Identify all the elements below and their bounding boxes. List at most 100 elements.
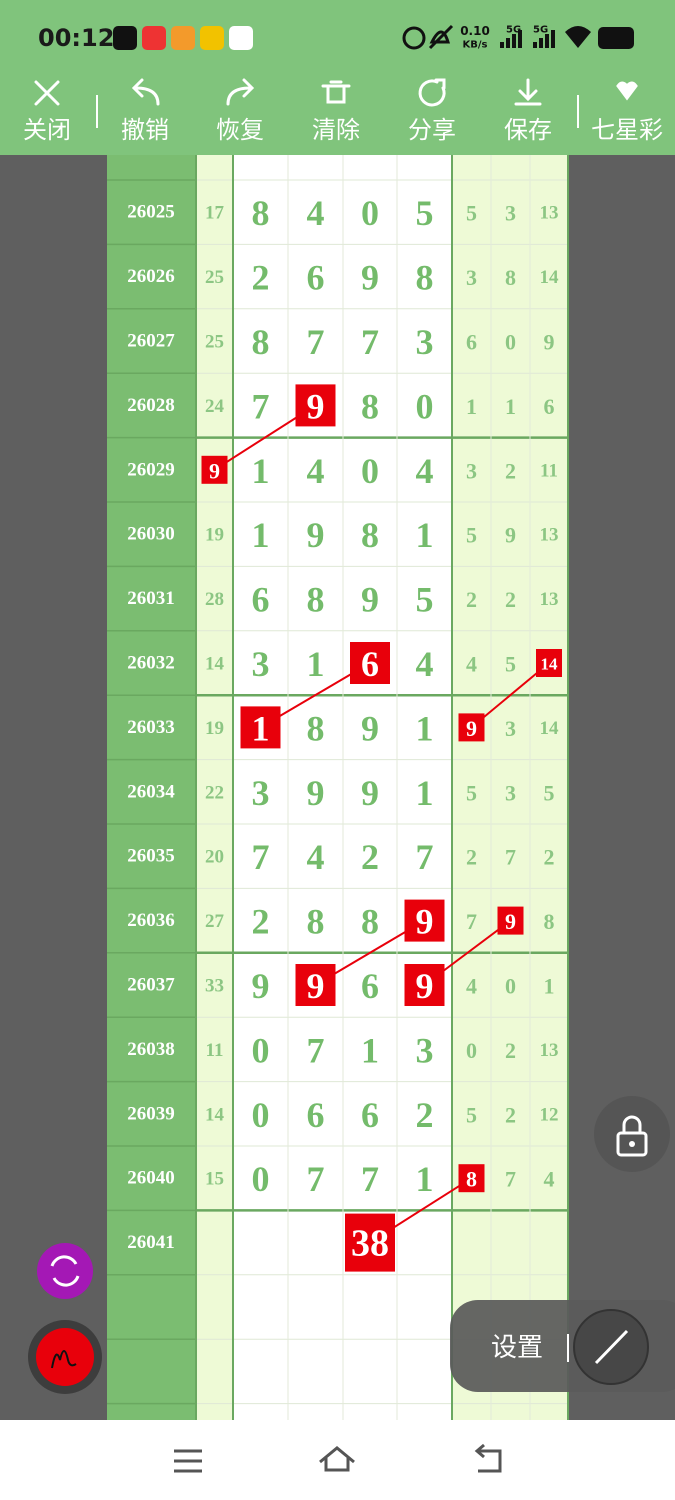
highlight-box	[497, 906, 524, 935]
settings-button[interactable]: 设置	[491, 1333, 543, 1363]
digit: 8	[307, 708, 325, 748]
period: 26039	[127, 1103, 175, 1124]
stat: 0	[505, 330, 516, 355]
digit: 7	[416, 837, 434, 877]
home-button[interactable]	[319, 1446, 355, 1472]
digit: 1	[252, 451, 270, 491]
stat: 25	[205, 332, 224, 353]
period: 26029	[127, 459, 175, 480]
stat: 25	[205, 267, 224, 288]
stat: 4	[466, 652, 477, 677]
nav-bar	[0, 1420, 675, 1500]
stat: 2	[505, 587, 516, 612]
digit: 0	[252, 1159, 270, 1199]
signal-bars	[533, 30, 555, 48]
stat: 9	[505, 523, 516, 548]
refresh-button[interactable]	[37, 1243, 93, 1299]
signal-label: 5G	[533, 25, 548, 36]
period: 26033	[127, 717, 175, 738]
pen-button[interactable]	[36, 1328, 94, 1386]
toolbar-button[interactable]: 恢复	[216, 116, 264, 144]
stat: 14	[205, 1104, 225, 1125]
stat: 14	[540, 718, 560, 739]
stat: 3	[505, 780, 516, 805]
lock-icon	[629, 1141, 635, 1147]
period: 26040	[127, 1168, 175, 1189]
stat: 2	[505, 458, 516, 483]
wifi-icon	[565, 26, 591, 48]
stat: 9	[209, 458, 220, 483]
digit: 8	[361, 515, 379, 555]
highlight-box	[536, 649, 562, 677]
stat: 11	[540, 460, 558, 481]
period: 26041	[127, 1232, 175, 1253]
line-tool-icon	[594, 1329, 629, 1365]
stat: 2	[466, 587, 477, 612]
stat: 5	[466, 523, 477, 548]
period: 26032	[127, 653, 175, 674]
digit: 0	[252, 1095, 270, 1135]
highlight-box	[240, 706, 281, 749]
digit: 7	[361, 322, 379, 362]
toolbar-button[interactable]: 清除	[312, 116, 360, 144]
highlight-box	[295, 384, 336, 427]
digit: 3	[416, 1030, 434, 1070]
highlight-box	[350, 642, 390, 684]
toolbar-button[interactable]: 分享	[408, 116, 456, 144]
stat: 2	[505, 1102, 516, 1127]
period: 26035	[127, 846, 175, 867]
net-speed: 0.10	[460, 24, 490, 38]
digit: 5	[416, 580, 434, 620]
digit: 8	[307, 580, 325, 620]
digit: 8	[307, 902, 325, 942]
stat: 13	[540, 589, 559, 610]
app-icon	[229, 26, 253, 50]
digit: 1	[416, 773, 434, 813]
digit: 9	[416, 966, 434, 1006]
stat: 7	[505, 845, 516, 870]
stat: 24	[205, 396, 225, 417]
stat: 3	[505, 201, 516, 226]
toolbar-button[interactable]: 关闭	[23, 116, 71, 144]
stat: 8	[466, 1167, 477, 1192]
digit: 6	[307, 1095, 325, 1135]
stat: 8	[544, 909, 555, 934]
digit: 7	[307, 1030, 325, 1070]
digit: 0	[416, 386, 434, 426]
digit: 9	[361, 708, 379, 748]
app-icon	[200, 26, 224, 50]
digit: 2	[416, 1095, 434, 1135]
stat: 0	[505, 974, 516, 999]
signal-bars	[500, 30, 522, 48]
digit: 7	[252, 837, 270, 877]
digit: 0	[361, 451, 379, 491]
period: 26028	[127, 395, 175, 416]
digit: 7	[307, 322, 325, 362]
digit: 1	[361, 1030, 379, 1070]
digit: 2	[252, 902, 270, 942]
toolbar-button[interactable]: 保存	[504, 116, 552, 144]
stat: 2	[505, 1038, 516, 1063]
stat: 5	[466, 1102, 477, 1127]
clock: 00:12	[38, 24, 114, 52]
menu-button[interactable]	[174, 1449, 202, 1473]
highlight-box	[295, 964, 336, 1006]
stat: 27	[205, 911, 225, 932]
stat: 4	[544, 1167, 555, 1192]
back-button[interactable]	[474, 1443, 502, 1473]
stat: 5	[505, 652, 516, 677]
app-icon	[142, 26, 166, 50]
period: 26038	[127, 1039, 175, 1060]
stat: 14	[541, 655, 559, 674]
toolbar-button[interactable]: 撤销	[121, 116, 169, 144]
stat: 3	[505, 716, 516, 741]
digit: 8	[416, 258, 434, 298]
period: 26037	[127, 975, 175, 996]
net-unit: KB/s	[463, 40, 488, 51]
battery	[598, 27, 634, 49]
digit: 6	[361, 966, 379, 1006]
toolbar-button[interactable]: 七星彩	[591, 116, 663, 144]
stat: 6	[466, 330, 477, 355]
stat: 11	[206, 1040, 224, 1061]
